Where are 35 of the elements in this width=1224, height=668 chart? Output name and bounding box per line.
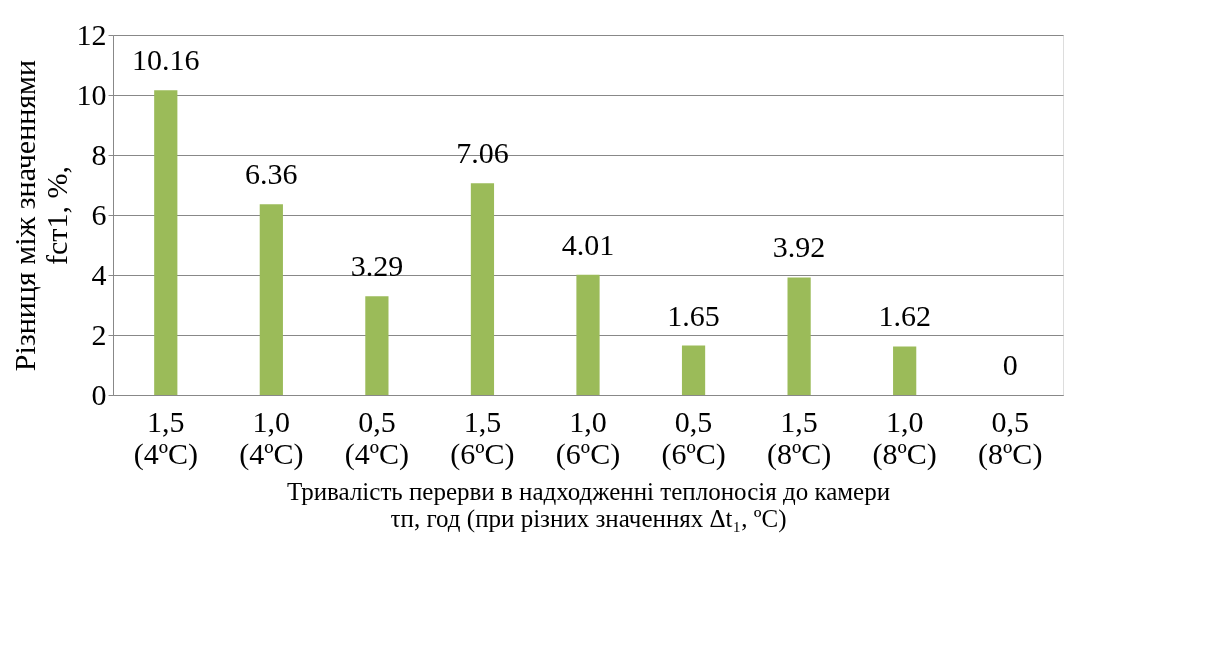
bar [154,90,178,395]
x-tick-label: 0,5 (8ºC) [978,404,1043,471]
data-label: 4.01 [561,227,615,261]
y-axis-title: Різниця між значеннями fст1, %, [7,59,73,372]
data-label: 1.62 [878,299,931,333]
bar [893,346,917,395]
bar [259,204,283,395]
y-tick-label: 8 [91,137,107,171]
data-label: 3.92 [772,230,826,264]
x-tick-label: 1,5 (4ºC) [133,404,198,471]
data-label: 10.16 [132,43,200,77]
x-tick-label: 1,0 (4ºC) [239,404,304,471]
data-label: 7.06 [456,136,509,170]
x-tick-label: 1,0 (6ºC) [555,404,621,471]
data-label: 1.65 [667,298,720,332]
bar [787,277,811,395]
x-tick-label: 1,5 (6ºC) [450,404,515,471]
y-tick-label: 2 [91,317,107,351]
y-tick-label: 6 [91,197,107,231]
bar [576,274,600,395]
y-tick-label: 4 [91,257,107,291]
x-tick-label: 0,5 (4ºC) [344,404,410,471]
y-tick-label: 0 [91,377,107,411]
bar [470,183,495,395]
y-tick-label: 10 [76,77,107,111]
x-tick-label: 1,0 (8ºC) [872,404,937,471]
data-label: 6.36 [245,157,298,191]
x-axis-title: Тривалість перерви в надходженні теплоносія до камери τп, год (при різних значеннях Δt₁, ºC) [286,477,891,533]
bar [365,296,389,395]
bar [681,345,706,395]
x-tick-label: 0,5 (6ºC) [661,404,726,471]
data-label: 0 [1002,348,1018,381]
y-tick-label: 12 [76,17,107,51]
x-tick-label: 1,5 (8ºC) [766,404,832,471]
data-label: 3.29 [350,249,404,283]
